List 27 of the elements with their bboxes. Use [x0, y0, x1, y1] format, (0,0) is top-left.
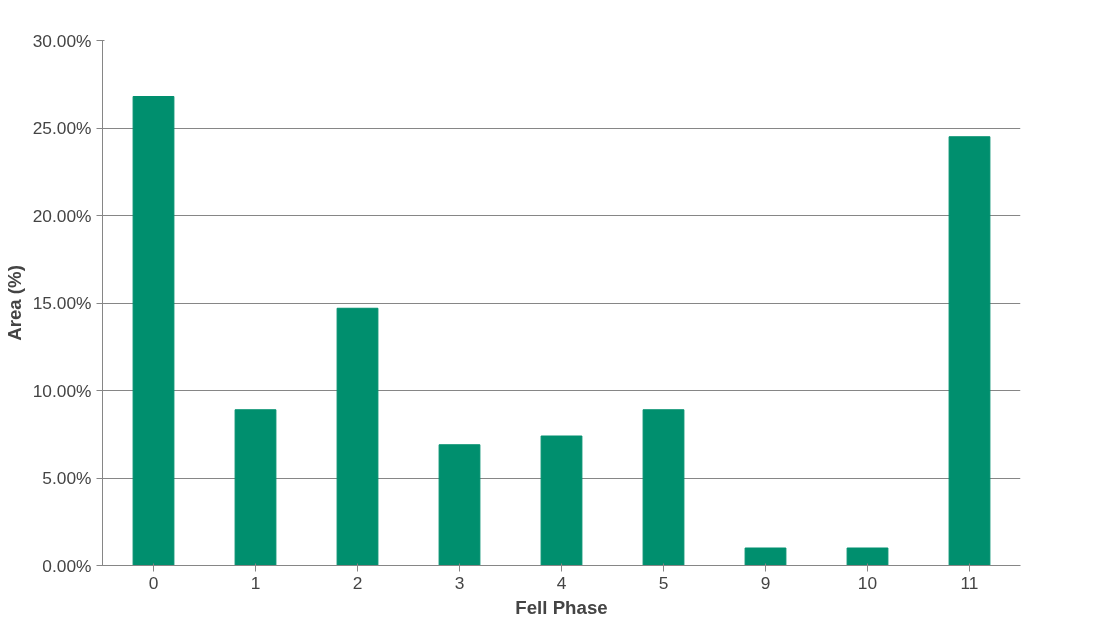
x-tick-label: 3: [454, 572, 465, 593]
bar: [744, 547, 787, 566]
x-tick-label: 9: [760, 572, 771, 593]
bar: [540, 435, 583, 566]
bar: [234, 409, 277, 566]
x-tick-label: 5: [658, 572, 669, 593]
y-tick-label: 10.00%: [32, 380, 92, 401]
y-tick-label: 5.00%: [42, 468, 92, 488]
y-tick-label: 15.00%: [32, 293, 92, 313]
bar: [846, 547, 889, 566]
x-tick-label: 0: [148, 572, 159, 593]
bar: [132, 96, 175, 566]
bar: [438, 444, 481, 566]
x-tick-label: 4: [556, 572, 567, 593]
bar: [336, 307, 379, 566]
y-tick-label: 20.00%: [32, 205, 92, 226]
bar: [642, 409, 685, 566]
x-axis-title: Fell Phase: [515, 596, 608, 618]
y-axis-title: Area (%): [3, 265, 25, 341]
x-tick-label: 11: [960, 572, 979, 593]
bar: [948, 136, 991, 566]
y-tick-label: 0.00%: [42, 555, 92, 576]
y-tick-label: 30.00%: [32, 30, 92, 51]
x-tick-label: 2: [352, 572, 363, 593]
x-tick-label: 10: [857, 572, 878, 593]
y-tick-label: 25.00%: [32, 118, 92, 138]
x-tick-label: 1: [250, 572, 261, 593]
